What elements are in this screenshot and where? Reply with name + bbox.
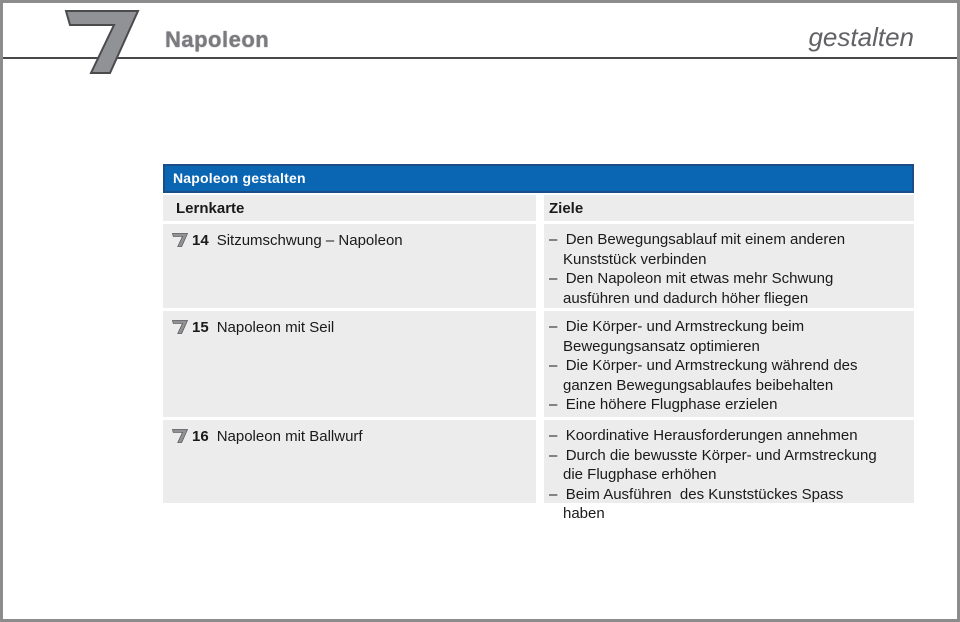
column-header-row: Lernkarte Ziele xyxy=(163,195,914,221)
lernkarte-cell: 14 Sitzumschwung – Napoleon xyxy=(163,224,536,308)
card-number: 14 xyxy=(192,232,209,249)
goal-item: Den Napoleon mit etwas mehr Schwung ausf… xyxy=(549,269,879,308)
goal-item: Den Bewegungsablauf mit einem anderen Ku… xyxy=(549,230,879,269)
lernkarten-table: Napoleon gestalten Lernkarte Ziele 14 Si… xyxy=(163,164,914,522)
column-header-lernkarte: Lernkarte xyxy=(163,195,536,221)
table-title-bar: Napoleon gestalten xyxy=(163,164,914,193)
page-header: Napoleon gestalten xyxy=(3,3,957,74)
card-title: Napoleon mit Seil xyxy=(216,319,335,336)
table-row: 15 Napoleon mit Seil Die Körper- und Arm… xyxy=(163,311,914,417)
table-row: 16 Napoleon mit Ballwurf Koordinative He… xyxy=(163,420,914,522)
corner-label: gestalten xyxy=(808,22,914,52)
goal-item: Durch die bewusste Körper- und Armstreck… xyxy=(549,446,879,485)
seven-icon xyxy=(172,233,188,247)
goal-item: Die Körper- und Armstreckung beim Bewegu… xyxy=(549,317,879,356)
page-title: Napoleon xyxy=(165,27,270,52)
goal-item: Eine höhere Flugphase erzielen xyxy=(549,395,879,415)
ziele-cell: Koordinative Herausforderungen annehmen … xyxy=(544,420,914,522)
goal-item: Koordinative Herausforderungen annehmen xyxy=(549,426,879,446)
lernkarte-cell: 15 Napoleon mit Seil xyxy=(163,311,536,417)
seven-icon xyxy=(172,429,188,443)
column-header-ziele: Ziele xyxy=(544,195,914,221)
lernkarte-cell: 16 Napoleon mit Ballwurf xyxy=(163,420,536,503)
card-title: Napoleon mit Ballwurf xyxy=(216,428,363,445)
header-rule xyxy=(3,57,957,59)
table-row: 14 Sitzumschwung – Napoleon Den Bewegung… xyxy=(163,224,914,308)
chapter-seven-icon xyxy=(64,10,140,74)
ziele-cell: Die Körper- und Armstreckung beim Bewegu… xyxy=(544,311,914,417)
ziele-cell: Den Bewegungsablauf mit einem anderen Ku… xyxy=(544,224,914,308)
card-title: Sitzumschwung – Napoleon xyxy=(216,232,403,249)
card-number: 15 xyxy=(192,319,209,336)
goal-item: Beim Ausführen des Kunststückes Spass ha… xyxy=(549,485,879,524)
card-number: 16 xyxy=(192,428,209,445)
goal-item: Die Körper- und Armstreckung während des… xyxy=(549,356,879,395)
seven-icon xyxy=(172,320,188,334)
